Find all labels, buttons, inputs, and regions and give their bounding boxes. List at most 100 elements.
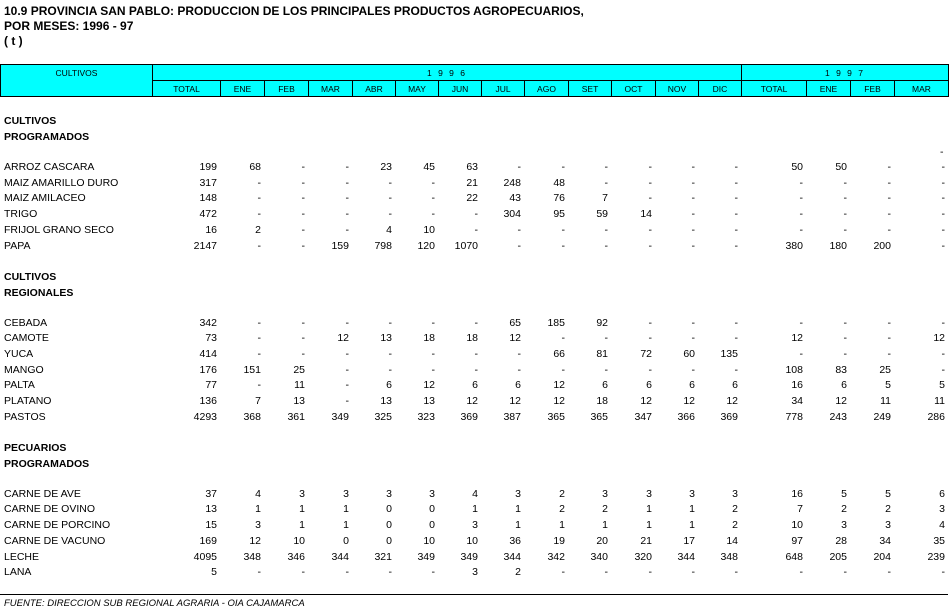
cell-value: 6 bbox=[472, 379, 478, 392]
cell-value: - bbox=[301, 332, 306, 345]
cell-value: - bbox=[517, 239, 522, 252]
cell-value: 43 bbox=[509, 192, 521, 205]
cell-value: 25 bbox=[293, 363, 305, 376]
cell-value: 12 bbox=[553, 395, 565, 407]
cell-value: - bbox=[388, 208, 393, 221]
cell-value: 2 bbox=[732, 503, 738, 516]
cell-value: 7 bbox=[602, 192, 608, 205]
header-cell: CULTIVOS bbox=[0, 64, 153, 97]
cell-value: - bbox=[604, 363, 609, 376]
cell-value: 13 bbox=[423, 395, 435, 407]
cell-value: 20 bbox=[596, 534, 608, 547]
column-header: SET bbox=[568, 80, 612, 97]
row-label: TRIGO bbox=[4, 208, 38, 221]
cell-value: 68 bbox=[249, 161, 261, 173]
cell-value: - bbox=[648, 332, 653, 345]
cell-value: - bbox=[941, 208, 946, 221]
cell-value: - bbox=[474, 223, 479, 236]
title-line: POR MESES: 1996 - 97 bbox=[4, 19, 134, 33]
cell-value: - bbox=[257, 566, 262, 579]
cell-value: - bbox=[843, 316, 848, 329]
cell-value: 344 bbox=[503, 550, 521, 563]
cell-value: - bbox=[648, 161, 653, 173]
cell-value: 45 bbox=[423, 161, 435, 173]
cell-value: 108 bbox=[785, 363, 803, 376]
cell-value: - bbox=[517, 223, 522, 236]
cell-value: 185 bbox=[547, 316, 565, 329]
cell-value: 1 bbox=[343, 519, 349, 532]
cell-value: - bbox=[561, 332, 566, 345]
cell-value: - bbox=[691, 316, 696, 329]
cell-value: - bbox=[561, 161, 566, 173]
cell-value: - bbox=[561, 566, 566, 579]
cell-value: - bbox=[648, 223, 653, 236]
cell-value: 1 bbox=[689, 519, 695, 532]
stray-mark: - bbox=[940, 146, 944, 158]
cell-value: 10 bbox=[423, 534, 435, 547]
cell-value: - bbox=[691, 363, 696, 376]
cell-value: - bbox=[301, 347, 306, 360]
cell-value: 472 bbox=[199, 208, 217, 221]
cell-value: 320 bbox=[634, 550, 652, 563]
cell-value: - bbox=[257, 347, 262, 360]
cell-value: 200 bbox=[873, 239, 891, 252]
cell-value: 0 bbox=[386, 534, 392, 547]
cell-value: 248 bbox=[503, 176, 521, 189]
cell-value: - bbox=[941, 239, 946, 252]
title-line: ( t ) bbox=[4, 34, 23, 48]
cell-value: 159 bbox=[331, 239, 349, 252]
row-label: LANA bbox=[4, 566, 32, 579]
cell-value: - bbox=[301, 208, 306, 221]
cell-value: - bbox=[345, 176, 350, 189]
cell-value: 3 bbox=[255, 519, 261, 532]
cell-value: - bbox=[604, 332, 609, 345]
cell-value: - bbox=[604, 223, 609, 236]
column-header: MAR bbox=[894, 80, 949, 97]
cell-value: - bbox=[257, 332, 262, 345]
cell-value: - bbox=[734, 192, 739, 205]
cell-value: 1 bbox=[602, 519, 608, 532]
cell-value: - bbox=[941, 161, 946, 173]
cell-value: 1 bbox=[559, 519, 565, 532]
cell-value: - bbox=[734, 239, 739, 252]
cell-value: 97 bbox=[791, 534, 803, 547]
row-label: CARNE DE VACUNO bbox=[4, 534, 106, 547]
cell-value: 5 bbox=[939, 379, 945, 392]
cell-value: 1 bbox=[255, 503, 261, 516]
cell-value: 12 bbox=[509, 332, 521, 345]
cell-value: 5 bbox=[841, 487, 847, 500]
cell-value: 325 bbox=[374, 410, 392, 423]
row-label: CARNE DE AVE bbox=[4, 487, 81, 500]
cell-value: - bbox=[734, 332, 739, 345]
column-header: MAY bbox=[395, 80, 439, 97]
cell-value: 3 bbox=[386, 487, 392, 500]
row-label: MAIZ AMARILLO DURO bbox=[4, 176, 119, 189]
cell-value: - bbox=[604, 239, 609, 252]
cell-value: 15 bbox=[205, 519, 217, 532]
cell-value: 151 bbox=[243, 363, 261, 376]
cell-value: 2 bbox=[559, 503, 565, 516]
row-label: CARNE DE PORCINO bbox=[4, 519, 111, 532]
cell-value: 304 bbox=[503, 208, 521, 221]
cell-value: - bbox=[431, 566, 436, 579]
cell-value: 2 bbox=[602, 503, 608, 516]
cell-value: 180 bbox=[829, 239, 847, 252]
cell-value: - bbox=[843, 192, 848, 205]
cell-value: - bbox=[257, 208, 262, 221]
cell-value: - bbox=[561, 363, 566, 376]
cell-value: 34 bbox=[879, 534, 891, 547]
cell-value: - bbox=[257, 176, 262, 189]
cell-value: - bbox=[799, 192, 804, 205]
row-label: MANGO bbox=[4, 363, 44, 376]
cell-value: 6 bbox=[646, 379, 652, 392]
cell-value: 3 bbox=[885, 519, 891, 532]
cell-value: - bbox=[345, 395, 350, 407]
cell-value: - bbox=[301, 316, 306, 329]
cell-value: 65 bbox=[509, 316, 521, 329]
cell-value: 12 bbox=[835, 395, 847, 407]
cell-value: 3 bbox=[646, 487, 652, 500]
cell-value: 347 bbox=[634, 410, 652, 423]
cell-value: - bbox=[345, 161, 350, 173]
cell-value: 648 bbox=[785, 550, 803, 563]
cell-value: 366 bbox=[677, 410, 695, 423]
